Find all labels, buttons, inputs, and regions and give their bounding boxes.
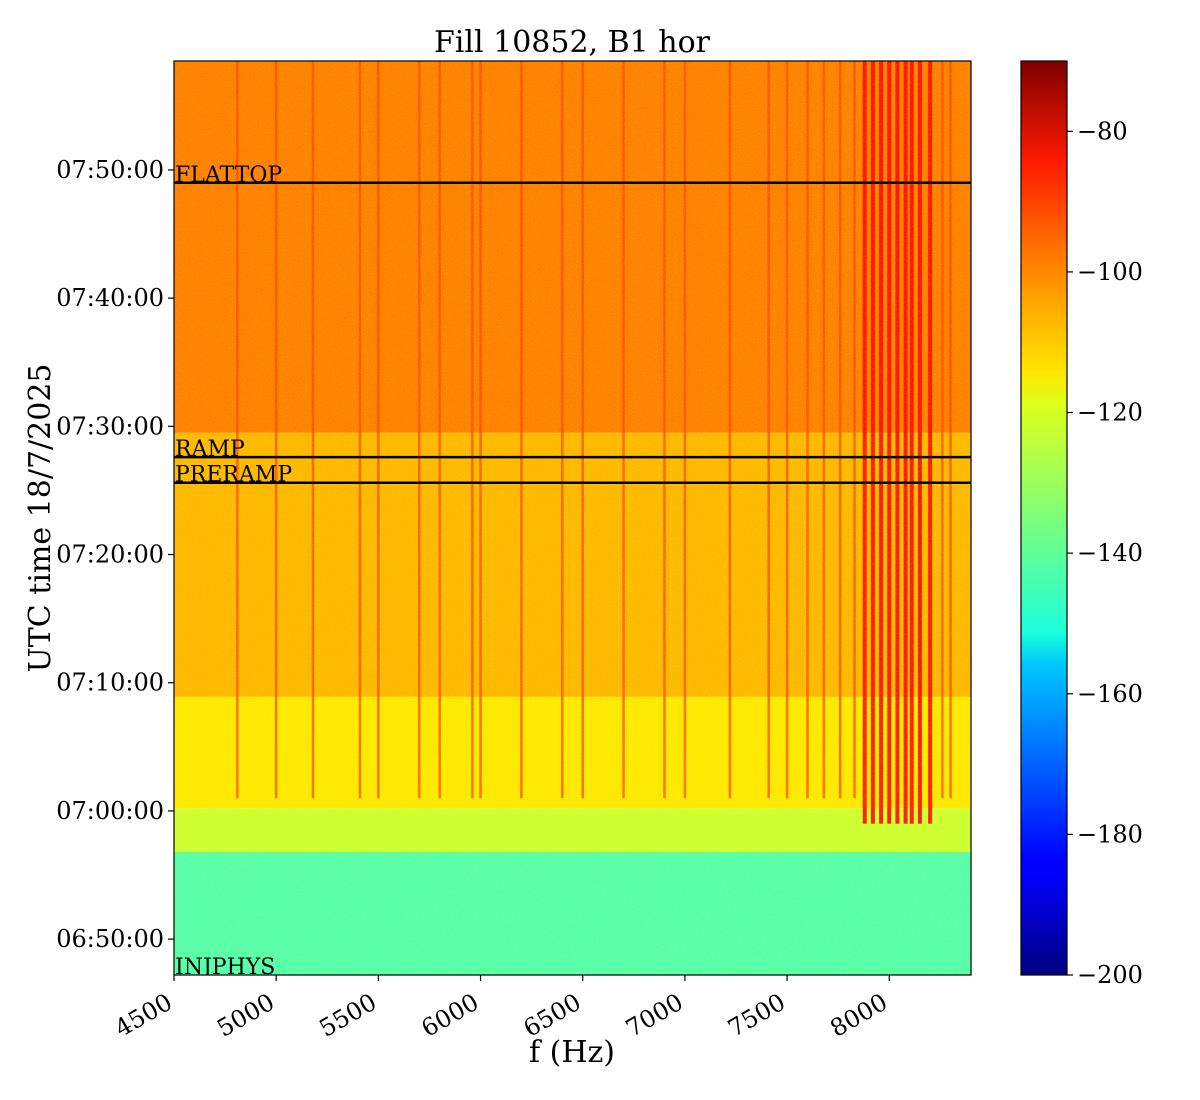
y-tick-label: 06:50:00 [56,925,164,953]
beam-mode-label: INJPHYS [175,955,275,980]
beam-mode-label: RAMP [175,437,245,462]
x-tick-label: 6000 [417,988,484,1043]
x-tick-label: 7000 [621,988,688,1043]
colorbar-tick-label: −200 [1077,961,1143,989]
y-tick-label: 07:10:00 [56,669,164,697]
colorbar-tick-label: −140 [1077,539,1143,567]
x-axis-label: f (Hz) [529,1035,615,1070]
colorbar-tick-label: −160 [1077,680,1143,708]
x-tick-label: 4500 [110,988,177,1043]
y-axis-label: UTC time 18/7/2025 [23,364,58,673]
y-tick-label: 07:40:00 [56,284,164,312]
x-tick-label: 8000 [825,988,892,1043]
y-tick-label: 07:00:00 [56,797,164,825]
colorbar [1020,60,1068,976]
y-tick-label: 07:20:00 [56,541,164,569]
colorbar-tick-label: −100 [1077,258,1143,286]
beam-mode-label: PRERAMP [175,463,292,488]
noise-overlay [174,61,971,975]
colorbar-tick-label: −80 [1077,117,1128,145]
y-tick-label: 07:50:00 [56,156,164,184]
y-tick-label: 07:30:00 [56,412,164,440]
x-tick-label: 5000 [212,988,279,1043]
x-tick-label: 5500 [314,988,381,1043]
x-tick-label: 7500 [723,988,790,1043]
colorbar-ticks: −80 −100 −120 −140 −160 −180 −200 [1067,117,1143,989]
chart-title: Fill 10852, B1 hor [434,25,711,60]
colorbar-tick-label: −180 [1077,820,1143,848]
plot-frame [173,60,972,976]
x-axis-ticks: 4500 5000 5500 6000 6500 7000 7500 8000 [110,975,892,1043]
colorbar-tick-label: −120 [1077,399,1143,427]
y-axis-ticks: 06:50:00 07:00:00 07:10:00 07:20:00 07:30:00… [56,156,174,953]
beam-mode-label: FLATTOP [175,163,282,188]
